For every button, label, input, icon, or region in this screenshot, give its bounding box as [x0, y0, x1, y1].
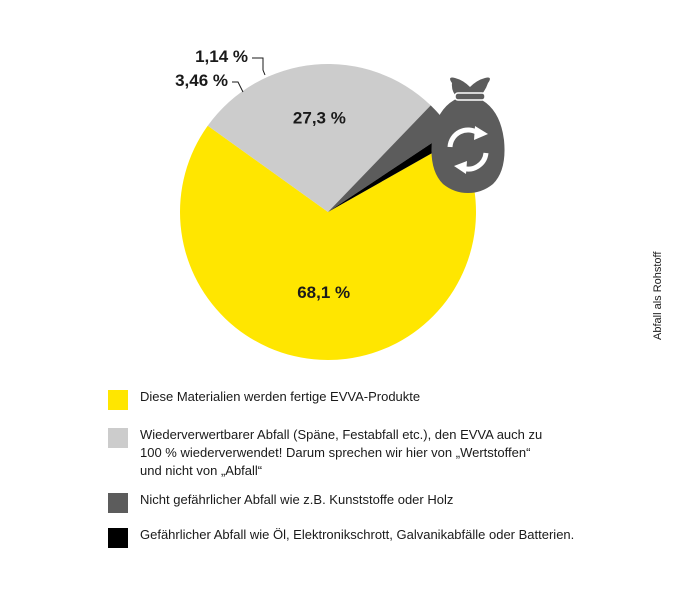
- legend-label: Gefährlicher Abfall wie Öl, Elektroniksc…: [140, 527, 575, 542]
- legend-label: Nicht gefährlicher Abfall wie z.B. Kunst…: [140, 492, 454, 507]
- pie-slice: [328, 130, 457, 212]
- recycling-bag-icon: [431, 77, 505, 193]
- legend-item: Diese Materialien werden fertige EVVA-Pr…: [108, 388, 421, 410]
- legend-swatch: [108, 493, 128, 513]
- legend-swatch: [108, 528, 128, 548]
- leader-line: [252, 57, 266, 76]
- leader-lines: [232, 57, 266, 93]
- legend-item: Gefährlicher Abfall wie Öl, Elektroniksc…: [108, 526, 575, 548]
- legend-swatch: [108, 390, 128, 410]
- pie-slice: [207, 63, 431, 212]
- legend-swatch: [108, 428, 128, 448]
- slice-label: 27,3 %: [293, 108, 346, 127]
- legend-item: Wiederverwertbarer Abfall (Späne, Festab…: [108, 426, 542, 480]
- slice-label: 68,1 %: [297, 283, 350, 302]
- slice-label: 3,46 %: [175, 71, 228, 90]
- leader-line: [232, 81, 244, 93]
- pie-slices: [179, 63, 476, 361]
- pie-slice: [328, 105, 452, 212]
- side-label: Abfall als Rohstoff: [652, 251, 664, 340]
- slice-label: 1,14 %: [195, 47, 248, 66]
- legend-item: Nicht gefährlicher Abfall wie z.B. Kunst…: [108, 491, 454, 513]
- slice-labels: 68,1 % 27,3 % 3,46 % 1,14 %: [175, 47, 350, 302]
- legend-label: Diese Materialien werden fertige EVVA-Pr…: [140, 389, 421, 404]
- pie-slice: [179, 125, 476, 361]
- legend-label: Wiederverwertbarer Abfall (Späne, Festab…: [140, 427, 543, 478]
